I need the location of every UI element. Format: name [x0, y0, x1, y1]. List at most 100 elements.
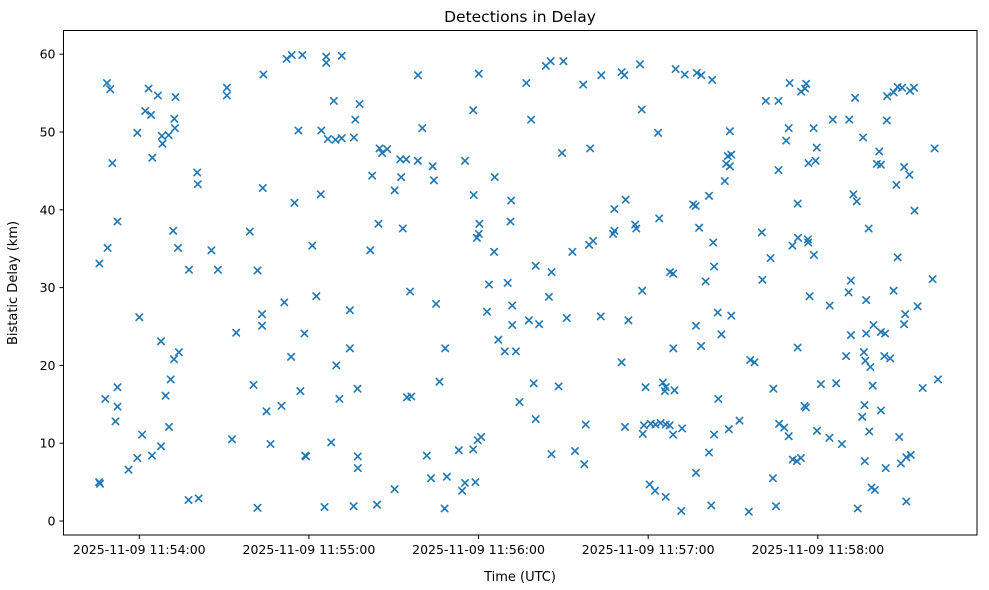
- data-point-marker: [317, 126, 326, 135]
- data-point-marker: [245, 227, 254, 236]
- data-point-marker: [253, 503, 262, 512]
- data-point-marker: [296, 387, 305, 396]
- data-point-marker: [302, 452, 311, 461]
- data-point-marker: [774, 96, 783, 105]
- data-point-marker: [692, 468, 700, 477]
- y-axis-tick-label: 40: [40, 202, 56, 217]
- y-axis-label: Bistatic Delay (km): [6, 221, 21, 345]
- data-point-marker: [253, 266, 262, 275]
- data-point-marker: [709, 238, 718, 247]
- data-point-marker: [485, 280, 493, 289]
- data-point-marker: [769, 384, 778, 393]
- data-point-marker: [383, 145, 392, 154]
- data-point-marker: [375, 144, 384, 153]
- data-point-marker: [757, 228, 766, 237]
- data-point-marker: [308, 241, 317, 250]
- data-point-marker: [258, 184, 267, 192]
- data-point-marker: [895, 433, 904, 441]
- data-point-marker: [710, 430, 719, 439]
- data-point-marker: [746, 356, 755, 364]
- data-point-marker: [506, 217, 515, 226]
- data-point-marker: [337, 134, 346, 143]
- data-point-marker: [184, 496, 193, 504]
- data-point-marker: [785, 79, 794, 87]
- data-point-marker: [494, 335, 503, 344]
- data-point-marker: [680, 70, 689, 79]
- data-point-marker: [249, 380, 258, 389]
- data-point-marker: [503, 278, 512, 287]
- data-point-marker: [876, 406, 885, 415]
- data-point-marker: [141, 107, 150, 115]
- data-point-marker: [638, 429, 647, 438]
- data-point-marker: [124, 465, 133, 474]
- data-point-marker: [744, 507, 753, 516]
- data-point-marker: [809, 124, 818, 133]
- data-point-marker: [910, 206, 919, 215]
- data-point-marker: [928, 275, 937, 284]
- data-point-marker: [337, 51, 346, 60]
- data-point-marker: [351, 115, 360, 124]
- data-point-marker: [866, 363, 875, 371]
- data-point-marker: [414, 71, 422, 80]
- data-point-marker: [837, 440, 846, 448]
- data-point-marker: [222, 83, 231, 92]
- data-point-marker: [374, 219, 383, 228]
- data-point-marker: [413, 156, 422, 165]
- data-point-marker: [515, 398, 524, 406]
- data-point-marker: [724, 425, 733, 434]
- data-point-marker: [697, 71, 706, 80]
- data-point-marker: [861, 356, 870, 365]
- data-point-marker: [174, 348, 183, 357]
- data-point-marker: [266, 440, 275, 448]
- data-point-marker: [287, 51, 296, 59]
- data-point-marker: [858, 412, 867, 421]
- data-point-marker: [717, 330, 726, 339]
- data-point-marker: [474, 229, 483, 238]
- data-point-marker: [407, 392, 416, 401]
- data-point-marker: [111, 417, 120, 426]
- data-point-marker: [825, 301, 834, 310]
- data-point-marker: [853, 504, 862, 513]
- data-point-marker: [889, 88, 898, 97]
- data-point-marker: [638, 286, 647, 295]
- data-point-marker: [222, 91, 231, 100]
- data-point-marker: [876, 328, 885, 336]
- data-point-marker: [780, 423, 789, 432]
- data-point-marker: [645, 480, 654, 489]
- data-point-marker: [860, 457, 869, 466]
- data-point-marker: [402, 155, 411, 164]
- data-point-marker: [825, 433, 834, 442]
- data-point-marker: [870, 485, 879, 494]
- data-point-marker: [774, 166, 783, 175]
- data-point-marker: [103, 243, 112, 252]
- data-point-marker: [511, 347, 520, 356]
- data-point-marker: [353, 384, 362, 393]
- data-point-marker: [312, 292, 321, 301]
- data-point-marker: [524, 316, 533, 325]
- data-point-marker: [859, 133, 868, 142]
- x-axis-ticks: 2025-11-09 11:54:00 2025-11-09 11:55:00 20…: [73, 535, 884, 557]
- data-point-marker: [469, 106, 478, 115]
- data-point-marker: [329, 96, 338, 105]
- data-point-marker: [422, 451, 431, 460]
- data-point-marker: [475, 219, 484, 228]
- data-point-marker: [148, 451, 156, 460]
- data-point-marker: [101, 394, 110, 403]
- data-point-marker: [869, 321, 878, 329]
- data-point-marker: [794, 233, 802, 242]
- y-axis-tick-label: 0: [48, 513, 56, 528]
- data-point-marker: [507, 196, 516, 205]
- data-point-marker: [349, 133, 358, 142]
- data-point-marker: [277, 401, 286, 410]
- data-point-marker: [639, 421, 648, 430]
- data-point-marker: [864, 224, 873, 233]
- data-point-marker: [547, 450, 556, 459]
- data-point-marker: [327, 438, 336, 447]
- data-point-marker: [170, 355, 178, 364]
- data-point-marker: [546, 57, 555, 66]
- data-point-marker: [735, 416, 744, 425]
- data-point-marker: [788, 241, 797, 250]
- data-point-marker: [429, 176, 438, 185]
